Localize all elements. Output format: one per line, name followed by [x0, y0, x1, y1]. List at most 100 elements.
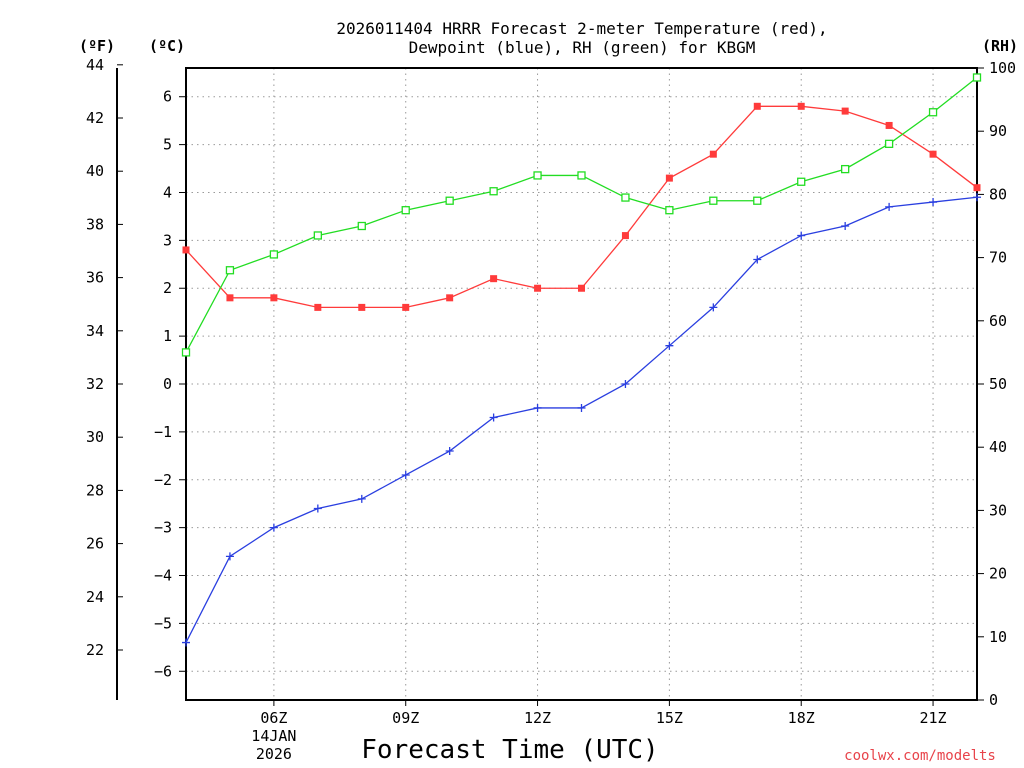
rh-point — [401, 206, 410, 215]
dewpoint-point — [929, 198, 938, 207]
rh-tick-label: 0 — [989, 691, 998, 709]
rh-tick-label: 90 — [989, 122, 1007, 140]
rh-point — [269, 250, 279, 259]
celsius-axis-label: (ºC) — [149, 37, 185, 55]
dewpoint-point — [885, 202, 894, 211]
celsius-tick-label: −6 — [154, 662, 172, 680]
rh-point — [928, 108, 938, 117]
x-date-label: 14JAN — [251, 727, 296, 745]
rh-point — [489, 187, 498, 196]
x-tick-label: 12Z — [524, 709, 551, 727]
2-meter-temperature-point — [314, 303, 322, 311]
rh-point — [533, 171, 542, 180]
rh-tick-label: 70 — [989, 249, 1007, 267]
rh-tick-label: 50 — [989, 375, 1007, 393]
fahrenheit-tick-label: 38 — [86, 215, 104, 233]
dewpoint-point — [753, 255, 762, 264]
fahrenheit-tick-label: 40 — [86, 162, 104, 180]
x-tick-label: 18Z — [788, 709, 815, 727]
rh-tick-label: 60 — [989, 312, 1007, 330]
rh-point — [445, 196, 454, 205]
dewpoint-point — [533, 403, 542, 412]
celsius-tick-label: 2 — [163, 279, 172, 297]
celsius-tick-label: −1 — [154, 423, 172, 441]
chart-title-line-2: Dewpoint (blue), RH (green) for KBGM — [409, 38, 756, 57]
2-meter-temperature-point — [578, 284, 585, 292]
fahrenheit-tick-label: 44 — [86, 56, 104, 74]
2-meter-temperature-point — [797, 102, 805, 110]
credit-label: coolwx.com/modelts — [844, 748, 996, 764]
2-meter-temperature-point — [446, 294, 454, 302]
dewpoint-point — [797, 231, 806, 240]
rh-point — [709, 196, 718, 205]
axis-ticks: 6543210−1−2−3−4−5−6444240383634323028262… — [86, 56, 1016, 763]
dewpoint-point — [225, 552, 234, 561]
rh-point — [884, 139, 894, 148]
2-meter-temperature-point — [753, 102, 761, 110]
celsius-tick-label: 6 — [163, 88, 172, 106]
dewpoint-point — [182, 638, 190, 647]
x-tick-label: 09Z — [392, 709, 419, 727]
x-tick-label: 21Z — [920, 709, 947, 727]
x-tick-label: 15Z — [656, 709, 683, 727]
dewpoint-point — [357, 494, 366, 503]
celsius-tick-label: 3 — [163, 231, 172, 249]
2-meter-temperature-point — [621, 232, 629, 240]
dewpoint-point — [577, 403, 586, 412]
2-meter-temperature-point — [402, 303, 410, 311]
2-meter-temperature-point — [709, 150, 717, 158]
x-year-label: 2026 — [256, 745, 292, 763]
2-meter-temperature-point — [665, 174, 673, 182]
fahrenheit-axis-label: (ºF) — [79, 37, 115, 55]
dewpoint-point — [269, 523, 278, 532]
celsius-tick-label: 0 — [163, 375, 172, 393]
fahrenheit-tick-label: 36 — [86, 269, 104, 287]
2-meter-temperature-point — [885, 121, 893, 129]
fahrenheit-tick-label: 26 — [86, 535, 104, 553]
chart-title-line-1: 2026011404 HRRR Forecast 2-meter Tempera… — [336, 19, 827, 38]
series-markers — [181, 73, 982, 647]
2-meter-temperature-point — [534, 284, 542, 292]
rh-tick-label: 100 — [989, 59, 1016, 77]
grid-lines — [186, 68, 977, 700]
x-tick-label: 06Z — [260, 709, 287, 727]
dewpoint-point — [665, 341, 674, 350]
fahrenheit-tick-label: 42 — [86, 109, 104, 127]
fahrenheit-tick-label: 32 — [86, 375, 104, 393]
celsius-tick-label: −3 — [154, 519, 172, 537]
celsius-tick-label: 4 — [163, 183, 172, 201]
celsius-tick-label: 1 — [163, 327, 172, 345]
2-meter-temperature-point — [841, 107, 849, 115]
celsius-tick-label: −4 — [154, 567, 172, 585]
rh-tick-label: 20 — [989, 565, 1007, 583]
celsius-tick-label: −2 — [154, 471, 172, 489]
x-axis-title: Forecast Time (UTC) — [361, 735, 658, 765]
rh-point — [841, 164, 850, 174]
fahrenheit-tick-label: 30 — [86, 428, 104, 446]
2-meter-temperature-line — [185, 105, 978, 309]
series-lines — [185, 76, 978, 643]
celsius-tick-label: −5 — [154, 614, 172, 632]
2-meter-temperature-point — [358, 303, 366, 311]
rh-point — [797, 177, 806, 186]
rh-axis-label: (RH) — [982, 37, 1018, 55]
dewpoint-point — [841, 222, 850, 230]
2-meter-temperature-point — [973, 184, 981, 192]
dewpoint-point — [973, 193, 981, 202]
rh-line — [185, 76, 978, 353]
fahrenheit-tick-label: 28 — [86, 481, 104, 499]
2-meter-temperature-point — [929, 150, 937, 158]
rh-tick-label: 80 — [989, 185, 1007, 203]
dewpoint-point — [445, 447, 454, 456]
rh-point — [665, 206, 674, 215]
rh-point — [313, 231, 322, 240]
fahrenheit-tick-label: 22 — [86, 641, 104, 659]
rh-tick-label: 30 — [989, 501, 1007, 519]
dewpoint-point — [313, 504, 322, 513]
rh-point — [972, 73, 982, 82]
rh-point — [621, 193, 630, 202]
2-meter-temperature-point — [226, 294, 234, 302]
dewpoint-point — [401, 470, 410, 479]
rh-point — [753, 196, 762, 205]
